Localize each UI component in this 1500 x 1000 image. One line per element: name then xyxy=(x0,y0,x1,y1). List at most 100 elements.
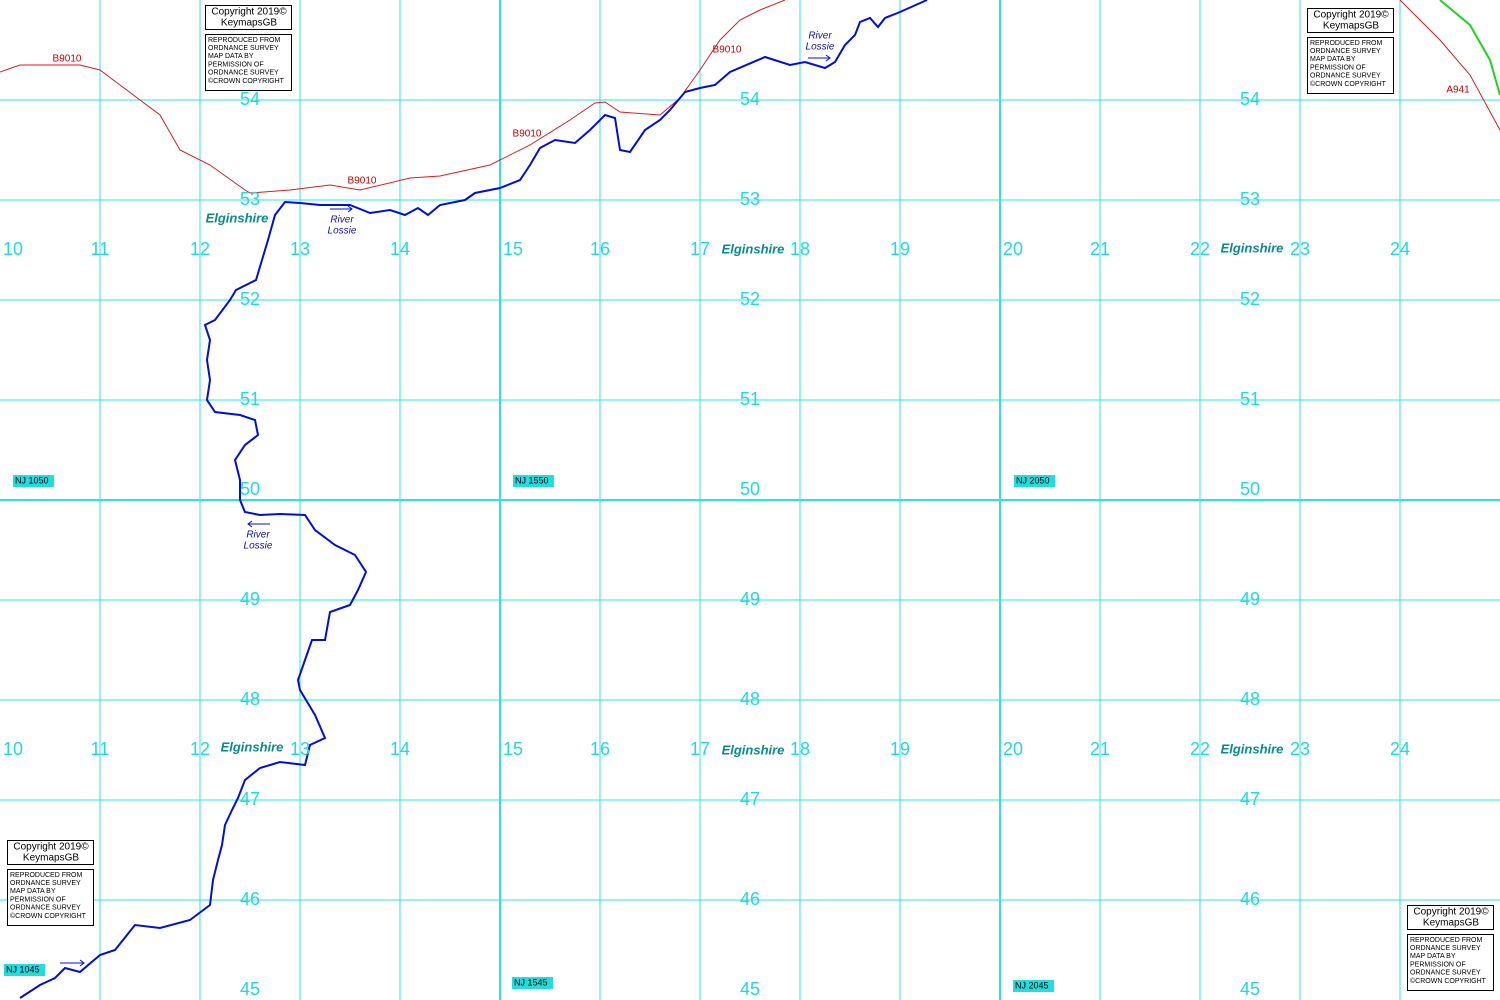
county-label: Elginshire xyxy=(1221,741,1284,756)
northing-label: 45 xyxy=(240,979,260,999)
easting-label: 21 xyxy=(1090,739,1110,759)
northing-label: 52 xyxy=(740,289,760,309)
notice-frame xyxy=(1307,37,1394,94)
road-label: A941 xyxy=(1446,85,1470,96)
northing-label: 52 xyxy=(1240,289,1260,309)
easting-label: 22 xyxy=(1190,239,1210,259)
easting-label: 21 xyxy=(1090,239,1110,259)
northing-label: 48 xyxy=(740,689,760,709)
northing-label: 50 xyxy=(740,479,760,499)
square-ref-bg xyxy=(1013,980,1054,992)
square-ref-bg xyxy=(512,977,553,989)
easting-label: 18 xyxy=(790,239,810,259)
easting-label: 12 xyxy=(190,739,210,759)
easting-label: 13 xyxy=(290,239,310,259)
northing-label: 47 xyxy=(740,789,760,809)
road-label: B9010 xyxy=(513,129,542,140)
northing-label: 49 xyxy=(740,589,760,609)
square-ref: NJ 2045 xyxy=(1015,980,1049,990)
river-label: Lossie xyxy=(328,226,357,237)
copyright-frame xyxy=(1407,905,1494,930)
copyright-notice: ORDNANCE SURVEY xyxy=(10,905,81,912)
copyright-notice: MAP DATA BY xyxy=(208,53,254,60)
square-ref-bg xyxy=(13,475,54,487)
easting-label: 10 xyxy=(3,239,23,259)
copyright-notice: ORDNANCE SURVEY xyxy=(1310,73,1381,80)
copyright-brand: KeymapsGB xyxy=(1323,21,1379,32)
northing-label: 53 xyxy=(240,189,260,209)
northing-label: 51 xyxy=(240,389,260,409)
copyright-notice: ©CROWN COPYRIGHT xyxy=(1310,80,1387,88)
copyright-notice: REPRODUCED FROM xyxy=(1410,937,1483,944)
square-ref-bg xyxy=(513,475,554,487)
square-ref: NJ 1050 xyxy=(15,475,49,485)
county-label: Elginshire xyxy=(221,739,284,754)
river-label: Lossie xyxy=(806,42,835,53)
northing-label: 47 xyxy=(240,789,260,809)
copyright-title: Copyright 2019© xyxy=(1413,907,1489,918)
boundary xyxy=(1439,0,1500,96)
northing-label: 50 xyxy=(1240,479,1260,499)
northing-label: 54 xyxy=(240,89,260,109)
square-ref: NJ 1550 xyxy=(515,475,549,485)
easting-label: 17 xyxy=(690,239,710,259)
easting-label: 16 xyxy=(590,739,610,759)
copyright-box: Copyright 2019©KeymapsGB REPRODUCED FROM O… xyxy=(1307,8,1394,94)
easting-label: 13 xyxy=(290,739,310,759)
northing-label: 46 xyxy=(240,889,260,909)
copyright-notice: MAP DATA BY xyxy=(1310,56,1356,63)
notice-frame xyxy=(7,869,94,926)
copyright-notice: ©CROWN COPYRIGHT xyxy=(208,77,285,85)
copyright-brand: KeymapsGB xyxy=(23,853,79,864)
easting-label: 11 xyxy=(91,239,110,259)
northing-label: 52 xyxy=(240,289,260,309)
easting-label: 23 xyxy=(1290,239,1310,259)
easting-label: 20 xyxy=(1003,739,1023,759)
copyright-box: Copyright 2019©KeymapsGB REPRODUCED FROM O… xyxy=(7,840,94,926)
northing-label: 48 xyxy=(240,689,260,709)
copyright-title: Copyright 2019© xyxy=(211,7,287,18)
copyright-notice: MAP DATA BY xyxy=(10,888,56,895)
copyright-notice: ©CROWN COPYRIGHT xyxy=(10,912,87,920)
northing-label: 46 xyxy=(740,889,760,909)
road-label: B9010 xyxy=(348,176,377,187)
square-ref-bg xyxy=(1014,475,1055,487)
copyright-notice: REPRODUCED FROM xyxy=(208,37,281,44)
copyright-notice: REPRODUCED FROM xyxy=(10,872,83,879)
easting-label: 10 xyxy=(3,739,23,759)
northing-label: 45 xyxy=(740,979,760,999)
easting-label: 24 xyxy=(1390,239,1410,259)
road-label: B9010 xyxy=(713,45,742,56)
river-label: Lossie xyxy=(244,541,273,552)
northing-label: 45 xyxy=(1240,979,1260,999)
square-ref: NJ 1045 xyxy=(6,964,40,974)
easting-label: 23 xyxy=(1290,739,1310,759)
copyright-title: Copyright 2019© xyxy=(13,842,89,853)
road-b9010 xyxy=(0,0,786,194)
easting-label: 19 xyxy=(890,239,910,259)
county-label: Elginshire xyxy=(1221,240,1284,255)
northing-label: 48 xyxy=(1240,689,1260,709)
copyright-notice: MAP DATA BY xyxy=(1410,953,1456,960)
northing-label: 53 xyxy=(740,189,760,209)
northing-label: 49 xyxy=(240,589,260,609)
river-label: River xyxy=(808,31,832,42)
copyright-notice: ©CROWN COPYRIGHT xyxy=(1410,977,1487,985)
copyright-notice: REPRODUCED FROM xyxy=(1310,40,1383,47)
copyright-notice: PERMISSION OF xyxy=(208,61,264,68)
notice-frame xyxy=(205,34,292,91)
northing-label: 46 xyxy=(1240,889,1260,909)
county-label: Elginshire xyxy=(722,742,785,757)
easting-label: 19 xyxy=(890,739,910,759)
northing-label: 54 xyxy=(740,89,760,109)
copyright-title: Copyright 2019© xyxy=(1313,10,1389,21)
easting-label: 12 xyxy=(190,239,210,259)
county-label: Elginshire xyxy=(722,241,785,256)
easting-label: 11 xyxy=(91,739,110,759)
river-label: River xyxy=(246,530,270,541)
square-ref-bg xyxy=(4,964,45,976)
river-label: River xyxy=(330,215,354,226)
